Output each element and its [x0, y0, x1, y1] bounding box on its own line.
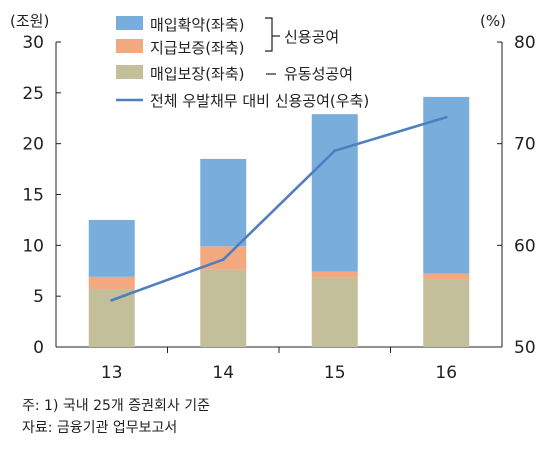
right-axis-tick-label: 60: [514, 236, 536, 256]
left-axis-tick-label: 5: [33, 287, 44, 307]
bar-segment: [423, 273, 470, 280]
bar-segment: [88, 219, 135, 277]
legend-swatch: [116, 39, 143, 53]
bar-segment: [311, 114, 358, 272]
line-series-path: [111, 115, 447, 302]
bar-segment: [200, 269, 247, 347]
bar-segment: [88, 289, 135, 347]
left-axis-tick-label: 15: [22, 186, 44, 206]
legend-entry-label: 매입보장(좌축): [150, 65, 245, 83]
bar-segment: [311, 271, 358, 278]
left-axis-tick-label: 25: [22, 84, 44, 104]
left-axis-tick-label: 20: [22, 135, 44, 155]
source-note: 자료: 금융기관 업무보고서: [22, 420, 178, 436]
right-axis-tick-label: 50: [514, 338, 536, 358]
bar-segment: [200, 158, 247, 247]
bar-segment: [88, 276, 135, 290]
legend-bracket: [265, 17, 273, 52]
line-point: [333, 149, 337, 153]
right-axis-unit: (%): [480, 12, 506, 30]
line-point: [221, 258, 225, 261]
right-axis-tick-label: 80: [514, 33, 536, 53]
x-axis-tick-label: 13: [101, 363, 123, 383]
legend-entry-label: 매입확약(좌축): [150, 16, 245, 34]
legend-swatch: [116, 16, 143, 30]
chart: 0 5 10 15 20 25 30 50 60 70 80 13 14 15 16 (조원) (%) 매입확약…: [10, 12, 536, 383]
left-axis-tick-label: 30: [22, 33, 44, 53]
line-point: [444, 115, 448, 119]
x-axis-tick-label: 14: [212, 363, 234, 383]
bar-segment: [311, 277, 358, 347]
left-axis-unit: (조원): [10, 12, 49, 30]
right-axis-tick-label: 70: [514, 135, 536, 155]
line-point: [110, 298, 114, 302]
legend-entry-label: 전체 우발채무 대비 신용공여(우축): [150, 92, 369, 110]
legend-swatch: [116, 65, 143, 79]
bar-segment: [423, 279, 470, 347]
bar-segment: [423, 96, 470, 274]
left-axis-tick-label: 10: [22, 236, 44, 256]
legend-entry-label: 지급보증(좌축): [150, 39, 245, 57]
legend-group-label: 유동성공여: [284, 65, 353, 83]
left-axis-tick-label: 0: [33, 338, 44, 358]
legend-group-label: 신용공여: [284, 28, 339, 46]
x-axis-tick-label: 15: [324, 363, 346, 383]
x-axis-tick-label: 16: [435, 363, 457, 383]
footnote: 주: 1) 국내 25개 증권회사 기준: [22, 398, 210, 414]
